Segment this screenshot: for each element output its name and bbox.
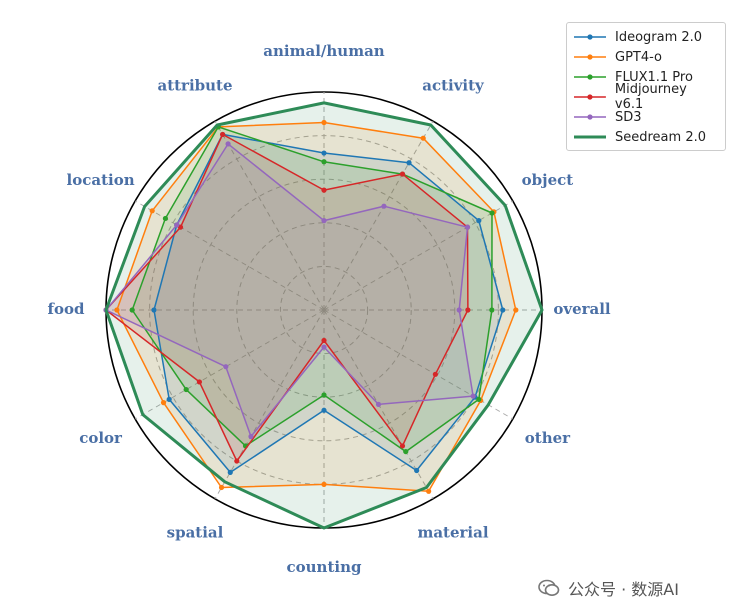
data-point [234, 458, 240, 464]
axis-label: material [417, 523, 488, 541]
legend-label: GPT4-o [615, 49, 663, 65]
wechat-icon [538, 579, 560, 596]
grid-spoke [214, 120, 325, 311]
data-point [399, 171, 406, 177]
series-line [104, 101, 544, 530]
data-point [166, 396, 172, 402]
data-point [464, 224, 471, 230]
data-point [432, 371, 438, 377]
series-lines [103, 101, 544, 530]
legend-label: FLUX1.1 Pro [615, 69, 693, 85]
data-point [218, 484, 225, 491]
data-point [196, 379, 202, 385]
data-point [321, 337, 327, 344]
data-point [489, 210, 495, 216]
axis-label: location [67, 171, 135, 189]
axis-label: spatial [167, 523, 224, 541]
data-point [160, 400, 167, 406]
legend-swatch [574, 54, 606, 60]
data-point [177, 224, 184, 230]
grid-ring [279, 265, 369, 355]
data-point [321, 407, 327, 413]
data-point [470, 393, 476, 399]
data-point [403, 448, 409, 455]
legend-item: Ideogram 2.0 [573, 27, 719, 47]
data-point [223, 364, 229, 370]
legend-label: Ideogram 2.0 [615, 29, 703, 45]
series-area [132, 126, 492, 452]
data-point [381, 203, 387, 209]
legend: Ideogram 2.0 GPT4-o FLUX1.1 Pro Midjourney … [566, 22, 726, 151]
data-point [321, 119, 327, 126]
data-point [162, 215, 169, 222]
data-point [321, 150, 327, 156]
axis-label: other [525, 429, 571, 447]
data-point [321, 159, 327, 165]
legend-item: FLUX1.1 Pro [573, 67, 719, 87]
series-areas [106, 102, 542, 529]
data-point [149, 208, 155, 214]
legend-swatch [573, 94, 606, 100]
axis-label: animal/human [263, 42, 384, 60]
legend-item: SD3 [573, 107, 719, 127]
data-point [183, 386, 189, 393]
axis-label: counting [287, 558, 362, 576]
data-point [321, 344, 327, 350]
data-point [129, 307, 135, 313]
data-point [321, 218, 327, 224]
data-point [225, 141, 231, 147]
data-point [414, 467, 420, 474]
axis-labels: overall object activity animal/human attribu… [48, 42, 611, 576]
data-point [321, 392, 327, 398]
grid-spoke [323, 200, 514, 311]
axis-label: attribute [157, 77, 232, 95]
data-point [375, 401, 382, 407]
data-point [513, 307, 519, 313]
data-point [114, 307, 120, 313]
legend-swatch [574, 74, 606, 80]
legend-swatch [574, 114, 606, 120]
grid-spoke [134, 309, 325, 420]
watermark: 公众号 · 数源AI [538, 576, 679, 600]
data-point [174, 222, 180, 228]
grid-spoke [214, 309, 325, 500]
data-point [151, 307, 157, 313]
series-area [106, 143, 474, 437]
watermark-text: 公众号 · 数源AI [568, 580, 679, 599]
legend-swatch [574, 34, 606, 40]
data-point [220, 131, 226, 138]
data-point [321, 481, 327, 487]
grid-spoke [323, 120, 434, 311]
axis-label: object [522, 171, 574, 189]
data-point [406, 160, 412, 166]
legend-item: Midjourney v6.1 [573, 82, 719, 112]
data-point [420, 135, 426, 141]
data-point [399, 443, 406, 449]
data-point [476, 218, 482, 224]
series-area [154, 134, 503, 473]
legend-label: SD3 [615, 109, 642, 125]
legend-swatch [574, 135, 606, 139]
legend-label: Midjourney v6.1 [614, 82, 687, 112]
data-point [489, 307, 495, 313]
data-point [248, 433, 254, 440]
data-point [465, 307, 471, 313]
legend-item: Seedream 2.0 [573, 127, 719, 147]
data-point [321, 187, 327, 193]
series-area [106, 102, 542, 529]
data-point [426, 488, 432, 494]
axis-label: color [79, 429, 123, 447]
legend-label: Seedream 2.0 [615, 129, 706, 145]
data-point [500, 307, 506, 313]
axis-label: overall [553, 300, 611, 318]
axis-label: food [48, 300, 85, 318]
axis-label: activity [422, 77, 485, 95]
data-point [456, 307, 462, 313]
data-point [476, 396, 482, 402]
legend-item: GPT4-o [573, 47, 719, 67]
data-point [227, 469, 233, 475]
